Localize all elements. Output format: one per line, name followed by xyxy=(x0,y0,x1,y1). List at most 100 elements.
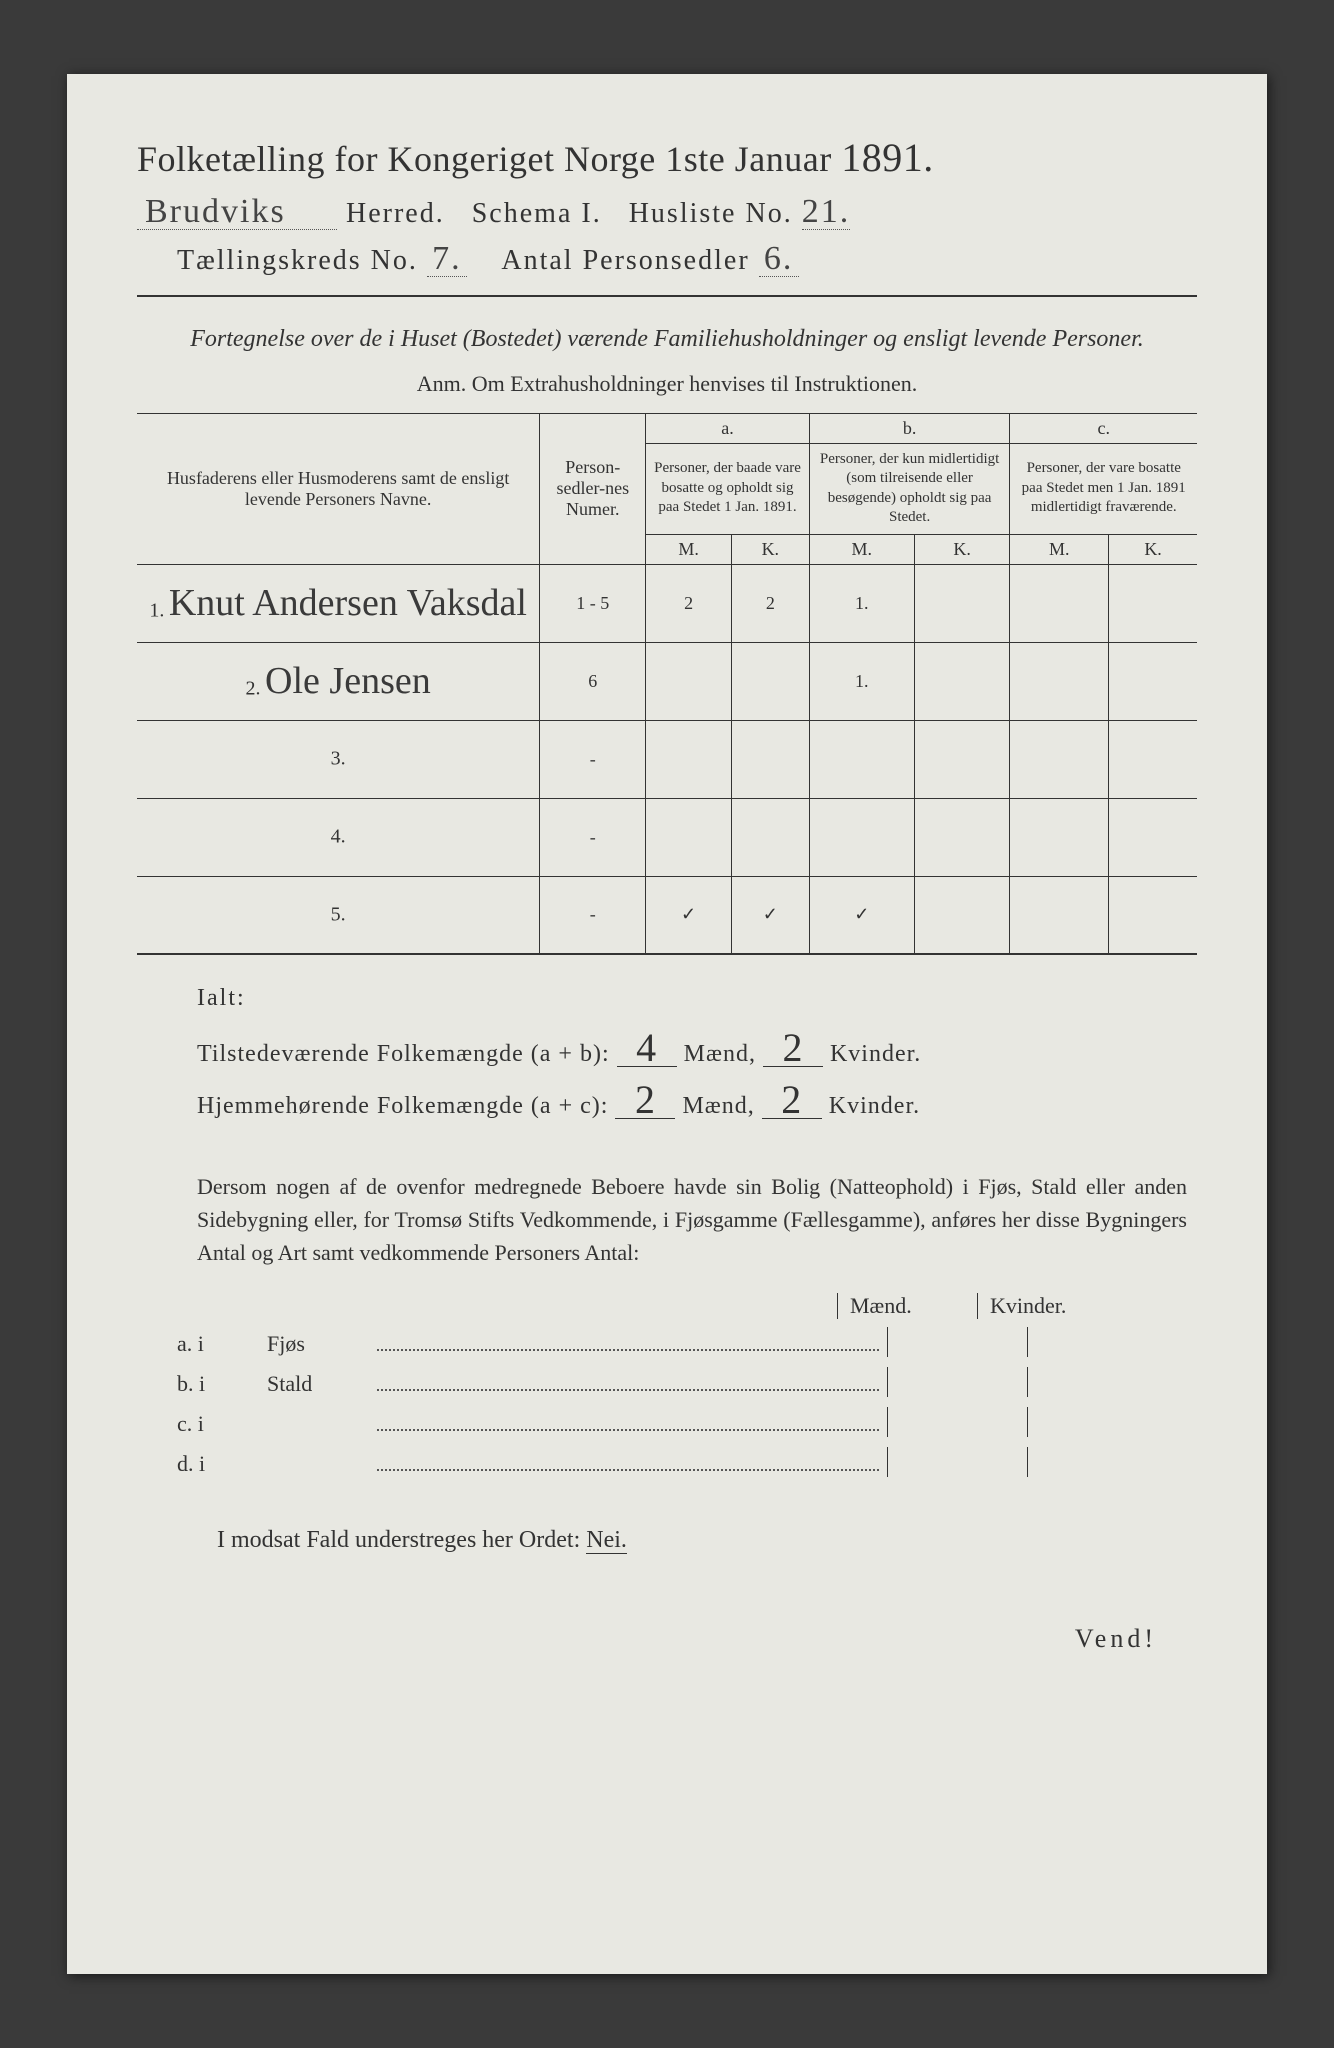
cell-c-k xyxy=(1109,876,1197,954)
row-label: Fjøs xyxy=(267,1331,377,1357)
b-m: M. xyxy=(809,534,914,564)
herred-line: Brudviks Herred. Schema I. Husliste No. … xyxy=(137,195,1197,230)
cell-a-k xyxy=(731,798,809,876)
tilstede-line: Tilstedeværende Folkemængde (a + b): 4 M… xyxy=(197,1030,1197,1068)
header-num: Person-sedler-nes Numer. xyxy=(540,413,646,564)
building-head: Mænd. Kvinder. xyxy=(837,1293,1167,1319)
k-cell xyxy=(1027,1447,1167,1477)
hjemme-k: 2 xyxy=(762,1082,822,1119)
a-k: K. xyxy=(731,534,809,564)
ialt-label: Ialt: xyxy=(197,985,246,1012)
dots xyxy=(377,1429,879,1431)
k-cell xyxy=(1027,1327,1167,1357)
tilstede-m: 4 xyxy=(617,1030,677,1067)
cell-a-k xyxy=(731,720,809,798)
row-num: - xyxy=(540,798,646,876)
row-label: Stald xyxy=(267,1371,377,1397)
cell-a-k: ✓ xyxy=(731,876,809,954)
dots xyxy=(377,1469,879,1471)
hjemme-label: Hjemmehørende Folkemængde (a + c): xyxy=(197,1093,608,1119)
row-lead: c. i xyxy=(177,1411,267,1437)
row-lead: a. i xyxy=(177,1331,267,1357)
k-cell xyxy=(1027,1407,1167,1437)
cell-a-m xyxy=(646,642,732,720)
m-cell xyxy=(887,1407,1027,1437)
row-num: 6 xyxy=(540,642,646,720)
b-k: K. xyxy=(914,534,1010,564)
cell-b-m xyxy=(809,798,914,876)
row-num: 1 - 5 xyxy=(540,564,646,642)
cell-c-k xyxy=(1109,642,1197,720)
antal-label: Antal Personsedler xyxy=(501,245,749,276)
cell-c-k xyxy=(1109,720,1197,798)
cell-b-m: 1. xyxy=(809,642,914,720)
page-title: Folketælling for Kongeriget Norge 1ste J… xyxy=(137,134,1197,181)
cell-b-m: 1. xyxy=(809,564,914,642)
kreds-value: 7. xyxy=(427,242,467,277)
intro-text: Fortegnelse over de i Huset (Bostedet) v… xyxy=(157,323,1177,357)
building-row: b. i Stald xyxy=(177,1367,1167,1397)
table-row: 4. - xyxy=(137,798,1197,876)
hjemme-m: 2 xyxy=(615,1082,675,1119)
nei-word: Nei. xyxy=(586,1527,627,1554)
tilstede-label: Tilstedeværende Folkemængde (a + b): xyxy=(197,1041,610,1067)
row-name: 4. xyxy=(137,798,540,876)
kreds-line: Tællingskreds No. 7. Antal Personsedler … xyxy=(137,242,1197,277)
tilstede-k: 2 xyxy=(763,1030,823,1067)
cell-a-m: 2 xyxy=(646,564,732,642)
cell-c-k xyxy=(1109,798,1197,876)
maend-label: Mænd, xyxy=(684,1041,756,1067)
nei-line: I modsat Fald understreges her Ordet: Ne… xyxy=(217,1527,1197,1554)
row-lead: d. i xyxy=(177,1451,267,1477)
vend-text: Vend! xyxy=(137,1624,1157,1654)
a-m: M. xyxy=(646,534,732,564)
header-b: b. xyxy=(809,413,1010,443)
building-paragraph: Dersom nogen af de ovenfor medregnede Be… xyxy=(197,1170,1187,1269)
row-num: - xyxy=(540,720,646,798)
building-row: d. i xyxy=(177,1447,1167,1477)
row-lead: b. i xyxy=(177,1371,267,1397)
herred-label: Herred. xyxy=(346,198,445,229)
cell-a-k xyxy=(731,642,809,720)
row-name: 1. Knut Andersen Vaksdal xyxy=(137,564,540,642)
title-text: Folketælling for Kongeriget Norge 1ste J… xyxy=(137,139,832,179)
header-c-text: Personer, der vare bosatte paa Stedet me… xyxy=(1010,443,1197,534)
cell-b-k xyxy=(914,876,1010,954)
husliste-value: 21. xyxy=(802,195,851,230)
cell-a-m xyxy=(646,798,732,876)
cell-b-k xyxy=(914,720,1010,798)
cell-c-m xyxy=(1010,564,1109,642)
cell-c-k xyxy=(1109,564,1197,642)
row-name: 2. Ole Jensen xyxy=(137,642,540,720)
cell-c-m xyxy=(1010,720,1109,798)
building-table: Mænd. Kvinder. a. i Fjøs b. i Stald c. i… xyxy=(177,1293,1167,1477)
table-row: 3. - xyxy=(137,720,1197,798)
c-m: M. xyxy=(1010,534,1109,564)
schema-label: Schema I. xyxy=(472,198,602,229)
row-name: 5. xyxy=(137,876,540,954)
table-row: 5. - ✓ ✓ ✓ xyxy=(137,876,1197,954)
header-c: c. xyxy=(1010,413,1197,443)
cell-b-m xyxy=(809,720,914,798)
anm-text: Anm. Om Extrahusholdninger henvises til … xyxy=(137,371,1197,397)
divider xyxy=(137,295,1197,297)
c-k: K. xyxy=(1109,534,1197,564)
head-maend: Mænd. xyxy=(837,1293,977,1319)
totals-block: Ialt: Tilstedeværende Folkemængde (a + b… xyxy=(197,985,1197,1120)
header-a-text: Personer, der baade vare bosatte og opho… xyxy=(646,443,809,534)
cell-c-m xyxy=(1010,876,1109,954)
table-row: 2. Ole Jensen 6 1. xyxy=(137,642,1197,720)
title-year: 1891. xyxy=(841,135,934,180)
k-cell xyxy=(1027,1367,1167,1397)
husliste-label: Husliste No. xyxy=(629,198,793,229)
m-cell xyxy=(887,1447,1027,1477)
census-table: Husfaderens eller Husmoderens samt de en… xyxy=(137,413,1197,956)
herred-value: Brudviks xyxy=(137,195,337,230)
census-form-page: Folketælling for Kongeriget Norge 1ste J… xyxy=(67,74,1267,1974)
cell-b-k xyxy=(914,798,1010,876)
nei-text: I modsat Fald understreges her Ordet: xyxy=(217,1527,580,1553)
cell-a-k: 2 xyxy=(731,564,809,642)
building-row: c. i xyxy=(177,1407,1167,1437)
dots xyxy=(377,1349,879,1351)
row-num: - xyxy=(540,876,646,954)
